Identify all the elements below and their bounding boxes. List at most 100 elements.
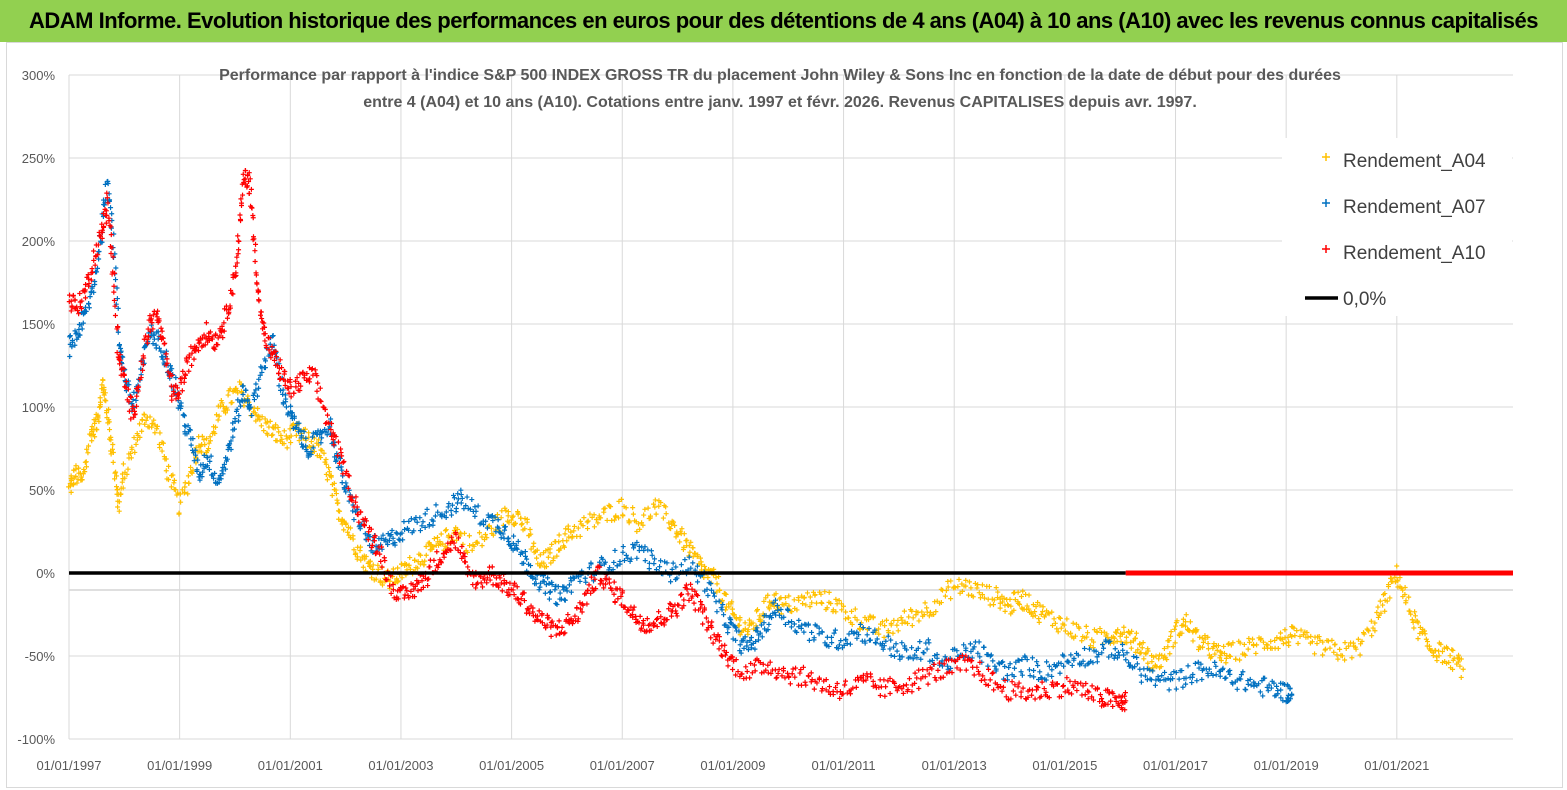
- a10-point: [903, 682, 909, 688]
- a04-point: [737, 632, 743, 638]
- a04-point: [909, 623, 915, 629]
- a04-point: [1353, 646, 1359, 652]
- a07-point: [617, 558, 623, 564]
- a04-point: [490, 532, 496, 538]
- a07-point: [1043, 677, 1049, 683]
- a04-point: [1186, 628, 1192, 634]
- a07-point: [1195, 659, 1201, 665]
- a10-point: [935, 667, 941, 673]
- a10-point: [269, 344, 275, 350]
- a10-point: [425, 583, 431, 589]
- a04-point: [79, 477, 85, 483]
- a10-point: [189, 350, 195, 356]
- a04-point: [1387, 595, 1393, 601]
- a04-point: [261, 428, 267, 434]
- a04-point: [1265, 642, 1271, 648]
- a04-point: [116, 508, 122, 514]
- a10-point: [244, 183, 250, 189]
- a10-point: [266, 347, 272, 353]
- a04-point: [880, 619, 886, 625]
- a04-point: [143, 417, 149, 423]
- a04-point: [997, 605, 1003, 611]
- a04-point: [335, 500, 341, 506]
- a10-point: [1105, 687, 1111, 693]
- a07-point: [150, 341, 156, 347]
- a04-point: [1342, 657, 1348, 663]
- a04-point: [922, 600, 928, 606]
- a10-point: [793, 665, 799, 671]
- a10-point: [69, 304, 75, 310]
- a10-point: [1020, 685, 1026, 691]
- a07-point: [1115, 649, 1121, 655]
- a04-point: [281, 441, 287, 447]
- a04-point: [345, 529, 351, 535]
- a04-point: [390, 566, 396, 572]
- a07-point: [489, 513, 495, 519]
- a04-point: [795, 595, 801, 601]
- a07-point: [156, 345, 162, 351]
- a10-point: [250, 213, 256, 219]
- a10-point: [237, 212, 243, 218]
- a04-point: [1133, 649, 1139, 655]
- a10-point: [511, 592, 517, 598]
- a04-point: [1242, 652, 1248, 658]
- a04-point: [1309, 639, 1315, 645]
- a07-point: [1240, 669, 1246, 675]
- a04-point: [522, 526, 528, 532]
- a10-point: [211, 345, 217, 351]
- a04-point: [1424, 639, 1430, 645]
- a07-point: [761, 620, 767, 626]
- a07-point: [673, 564, 679, 570]
- a04-point: [235, 390, 241, 396]
- a04-point: [166, 463, 172, 469]
- a07-point: [389, 527, 395, 533]
- a07-point: [1011, 673, 1017, 679]
- a07-point: [748, 634, 754, 640]
- a04-point: [216, 413, 222, 419]
- a07-point: [981, 644, 987, 650]
- a04-point: [761, 598, 767, 604]
- a04-point: [315, 437, 321, 443]
- a04-point: [1277, 636, 1283, 642]
- a04-point: [114, 487, 120, 493]
- a04-point: [1212, 651, 1218, 657]
- a10-point: [1060, 683, 1066, 689]
- a04-point: [534, 555, 540, 561]
- a10-point: [459, 544, 465, 550]
- a10-point: [155, 319, 161, 325]
- a10-point: [991, 687, 997, 693]
- a04-point: [160, 440, 166, 446]
- a07-point: [620, 549, 626, 555]
- a04-point: [1366, 628, 1372, 634]
- a07-point: [240, 391, 246, 397]
- a04-point: [1300, 632, 1306, 638]
- a04-point: [975, 582, 981, 588]
- a07-point: [543, 582, 549, 588]
- a07-point: [199, 474, 205, 480]
- a10-point: [847, 691, 853, 697]
- a04-point: [1149, 659, 1155, 665]
- a10-point: [514, 584, 520, 590]
- a10-point: [361, 521, 367, 527]
- a10-point: [1009, 679, 1015, 685]
- a04-point: [1038, 612, 1044, 618]
- a10-point: [379, 564, 385, 570]
- a10-point: [246, 179, 252, 185]
- a07-point: [651, 561, 657, 567]
- a07-point: [439, 514, 445, 520]
- a10-point: [169, 397, 175, 403]
- a07-point: [704, 586, 710, 592]
- a10-point: [404, 588, 410, 594]
- a10-point: [88, 277, 94, 283]
- a07-point: [726, 624, 732, 630]
- a04-point: [498, 515, 504, 521]
- a10-point: [349, 498, 355, 504]
- a04-point: [640, 522, 646, 528]
- a07-point: [549, 582, 555, 588]
- a10-point: [1000, 684, 1006, 690]
- a04-point: [270, 424, 276, 430]
- a04-point: [716, 574, 722, 580]
- a04-point: [568, 529, 574, 535]
- a10-point: [739, 671, 745, 677]
- a07-point: [472, 504, 478, 510]
